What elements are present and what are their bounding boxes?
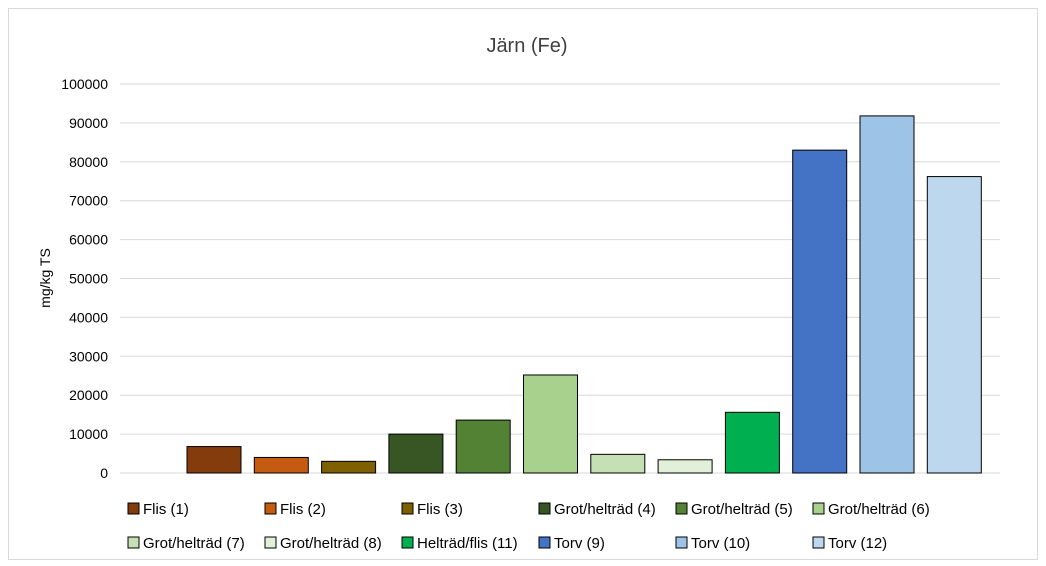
legend-label: Grot/helträd (4) [554, 501, 656, 518]
y-tick-label: 40000 [69, 309, 108, 325]
legend-swatch [538, 502, 551, 515]
bar [859, 115, 915, 474]
legend-swatch [401, 536, 414, 549]
legend-label: Grot/helträd (7) [143, 535, 245, 552]
legend-swatch [264, 536, 277, 549]
y-tick-label: 60000 [69, 232, 108, 248]
y-tick-label: 90000 [69, 115, 108, 131]
bar [926, 176, 982, 474]
bar [388, 433, 444, 474]
y-tick-label: 100000 [61, 76, 108, 92]
y-axis-label: mg/kg TS [37, 248, 53, 308]
y-tick-label: 80000 [69, 154, 108, 170]
bar [724, 411, 780, 474]
legend-swatch [538, 536, 551, 549]
bar [590, 453, 646, 474]
y-tick-label: 10000 [69, 426, 108, 442]
bar [186, 446, 242, 474]
bar [657, 459, 713, 474]
legend-swatch [127, 502, 140, 515]
legend-label: Torv (10) [691, 535, 750, 552]
legend-swatch [401, 502, 414, 515]
legend-label: Grot/helträd (8) [280, 535, 382, 552]
y-tick-label: 20000 [69, 387, 108, 403]
legend-label: Flis (2) [280, 501, 326, 518]
legend-label: Helträd/flis (11) [417, 535, 518, 552]
y-tick-label: 0 [100, 465, 108, 481]
legend: Flis (1) Flis (2) Flis (3) Grot/helträd (4)… [127, 501, 930, 552]
legend-swatch [812, 502, 825, 515]
legend-label: Flis (1) [143, 501, 189, 518]
bar [253, 456, 309, 474]
legend-label: Flis (3) [417, 501, 463, 518]
y-tick-label: 70000 [69, 193, 108, 209]
bar [523, 374, 578, 474]
legend-swatch [675, 502, 688, 515]
legend-label: Torv (12) [828, 535, 887, 552]
bar [321, 460, 377, 474]
legend-swatch [675, 536, 688, 549]
chart-title: Järn (Fe) [486, 35, 567, 57]
bar [455, 419, 511, 474]
legend-swatch [812, 536, 825, 549]
bars [186, 115, 982, 474]
legend-swatch [127, 536, 140, 549]
legend-label: Torv (9) [554, 535, 605, 552]
legend-swatch [264, 502, 277, 515]
legend-label: Grot/helträd (6) [828, 501, 930, 518]
y-tick-label: 50000 [69, 271, 108, 287]
y-tick-label: 30000 [69, 348, 108, 364]
legend-label: Grot/helträd (5) [691, 501, 793, 518]
y-tick-labels: 0 10000 20000 30000 40000 50000 60000 70000 8000… [61, 76, 108, 481]
bar [792, 149, 848, 474]
